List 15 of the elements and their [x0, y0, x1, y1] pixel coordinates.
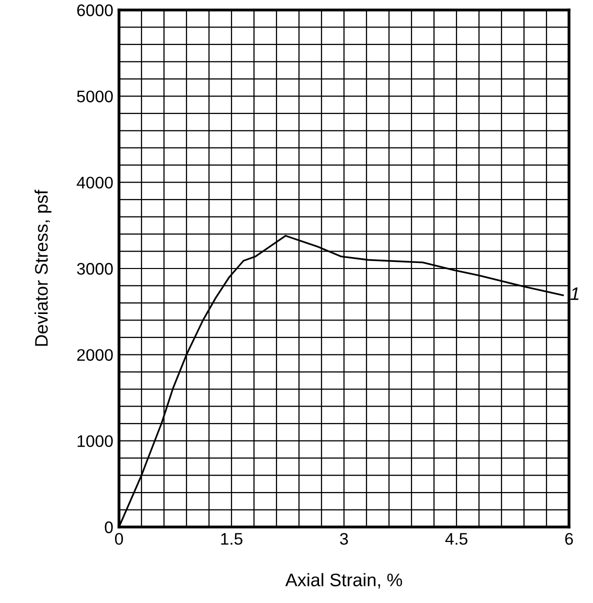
y-tick-label: 4000 — [76, 176, 113, 189]
x-tick-label: 6 — [565, 532, 573, 545]
y-tick-label: 5000 — [77, 90, 113, 102]
y-tick-label: 2000 — [77, 349, 113, 361]
x-axis-title: Axial Strain, % — [285, 573, 402, 588]
series-label: 1 — [570, 287, 578, 300]
y-axis-title: Deviator Stress, psf — [34, 190, 52, 346]
y-tick-label: 0 — [104, 521, 113, 534]
x-tick-label: 1.5 — [221, 533, 242, 545]
y-tick-label: 3000 — [77, 262, 113, 275]
x-tick-label: 4.5 — [445, 533, 468, 545]
y-tick-label: 6000 — [77, 4, 113, 16]
x-tick-label: 0 — [115, 532, 123, 545]
x-tick-label: 3 — [340, 532, 348, 545]
y-tick-label: 1000 — [78, 435, 113, 448]
